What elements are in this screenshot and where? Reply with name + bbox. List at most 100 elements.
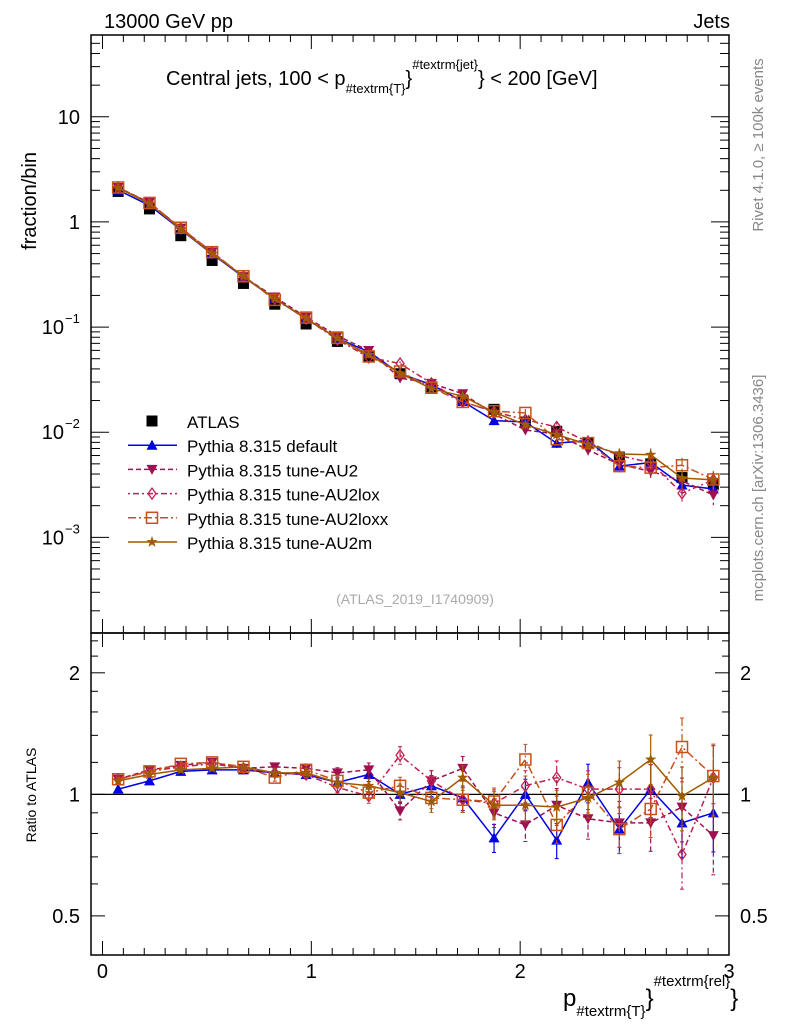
- ratio-point: [331, 776, 344, 788]
- ratio-point: [675, 740, 689, 754]
- ratio-point: [582, 814, 594, 825]
- legend-marker: [146, 464, 158, 475]
- ratio-point: [707, 831, 719, 842]
- xlabel-sup: #textrm{rel}: [654, 973, 731, 990]
- y-tick-label: 10: [42, 317, 64, 339]
- ratio-point: [488, 799, 500, 811]
- ratio-point: [519, 820, 531, 831]
- xlabel-sub: #textrm{T}: [576, 1003, 645, 1020]
- title-brace: }: [406, 68, 413, 90]
- ratio-line: [117, 769, 714, 842]
- ratio-point: [551, 771, 562, 785]
- ratio-tick-label-right: 0.5: [740, 906, 768, 928]
- title-sub: #textrm{T}: [346, 81, 407, 96]
- y-tick-label: 1: [69, 212, 80, 234]
- data-point: [613, 448, 626, 459]
- legend-label: Pythia 8.315 default: [187, 437, 338, 456]
- ratio-point: [519, 799, 532, 811]
- x-tick-label: 1: [306, 961, 317, 983]
- data-point: [488, 406, 500, 417]
- data-point: [143, 196, 156, 210]
- data-point: [300, 312, 312, 324]
- ratio-point: [269, 766, 281, 778]
- ratio-point: [645, 782, 656, 796]
- legend-label: Pythia 8.315 tune-AU2: [187, 461, 358, 480]
- y-axis-label: fraction/bin: [19, 152, 41, 250]
- ratio-point: [582, 791, 594, 803]
- header-left: 13000 GeV pp: [104, 11, 233, 33]
- series-2-ratio: [113, 745, 719, 890]
- legend-label: Pythia 8.315 tune-AU2m: [187, 534, 372, 553]
- legend-marker: [146, 439, 158, 450]
- ratio-tick-label-left: 2: [69, 663, 80, 685]
- ratio-point: [551, 801, 563, 812]
- data-point: [645, 448, 657, 460]
- header-right: Jets: [693, 11, 730, 33]
- data-point: [299, 311, 313, 324]
- legend-marker: [145, 511, 159, 525]
- ratio-point: [363, 789, 374, 803]
- xlabel-brace: }: [646, 985, 654, 1012]
- series-4-main: [112, 181, 719, 491]
- side-mcplots: mcplots.cern.ch [arXiv:1306.3436]: [750, 375, 767, 602]
- ratio-point: [206, 762, 218, 774]
- chart-title: Central jets, 100 < p#textrm{T}}#textrm{…: [166, 57, 598, 96]
- ratio-tick-label-left: 0.5: [52, 906, 80, 928]
- data-point: [677, 486, 687, 500]
- ratio-point: [426, 774, 437, 788]
- legend: ATLAS Pythia 8.315 default Pythia 8.315 tu…: [128, 413, 389, 553]
- x-tick-label: 2: [515, 961, 526, 983]
- ratio-point: [237, 760, 250, 772]
- ratio-point: [143, 775, 155, 786]
- y-tick-exponent: −3: [65, 521, 80, 536]
- series-0-ratio: [112, 763, 719, 860]
- data-point: [206, 254, 218, 266]
- data-point: [707, 490, 719, 501]
- data-point: [175, 223, 187, 235]
- analysis-tag: (ATLAS_2019_I1740909): [336, 591, 494, 607]
- data-point: [205, 245, 219, 259]
- ratio-point: [394, 806, 406, 817]
- data-point: [551, 428, 563, 440]
- ratio-point: [456, 793, 469, 806]
- data-point: [269, 292, 281, 304]
- ratio-point: [425, 795, 438, 807]
- data-point: [487, 404, 501, 418]
- data-point: [237, 277, 249, 289]
- title-tail: } < 200 [GeV]: [478, 68, 598, 90]
- ratio-point: [677, 847, 687, 862]
- y-tick-exponent: −1: [65, 311, 80, 326]
- ratio-point: [644, 802, 657, 816]
- data-point: [394, 367, 406, 379]
- data-point: [331, 332, 344, 344]
- main-panel: [111, 180, 720, 506]
- ratio-point: [457, 771, 469, 783]
- legend-label: Pythia 8.315 tune-AU2loxx: [187, 510, 389, 529]
- x-axis-label: p#textrm{T}}#textrm{rel}}: [563, 973, 738, 1020]
- ratio-point: [676, 790, 688, 801]
- ratio-point: [363, 779, 375, 791]
- legend-marker: [147, 486, 157, 501]
- data-point: [111, 181, 125, 194]
- ratio-point: [331, 768, 343, 779]
- side-rivet: Rivet 4.1.0, ≥ 100k events: [750, 58, 767, 231]
- ratio-point: [112, 783, 124, 794]
- data-point: [143, 197, 156, 209]
- ratio-tick-label-right: 1: [740, 784, 751, 806]
- ratio-tick-label-right: 2: [740, 663, 751, 685]
- data-point: [488, 415, 500, 426]
- data-point: [519, 406, 532, 420]
- ratio-panel: [91, 717, 729, 890]
- data-point: [519, 418, 532, 430]
- ratio-point: [488, 832, 500, 843]
- y-tick-exponent: −2: [65, 416, 80, 431]
- ratio-point: [395, 748, 405, 762]
- legend-label-atlas: ATLAS: [187, 413, 240, 432]
- ratio-point: [394, 786, 406, 798]
- ratio-tick-label-left: 1: [69, 784, 80, 806]
- ratio-point: [363, 765, 375, 776]
- data-point: [457, 390, 469, 401]
- y-tick-label: 10: [58, 107, 80, 129]
- title-sup: #textrm{jet}: [412, 57, 478, 72]
